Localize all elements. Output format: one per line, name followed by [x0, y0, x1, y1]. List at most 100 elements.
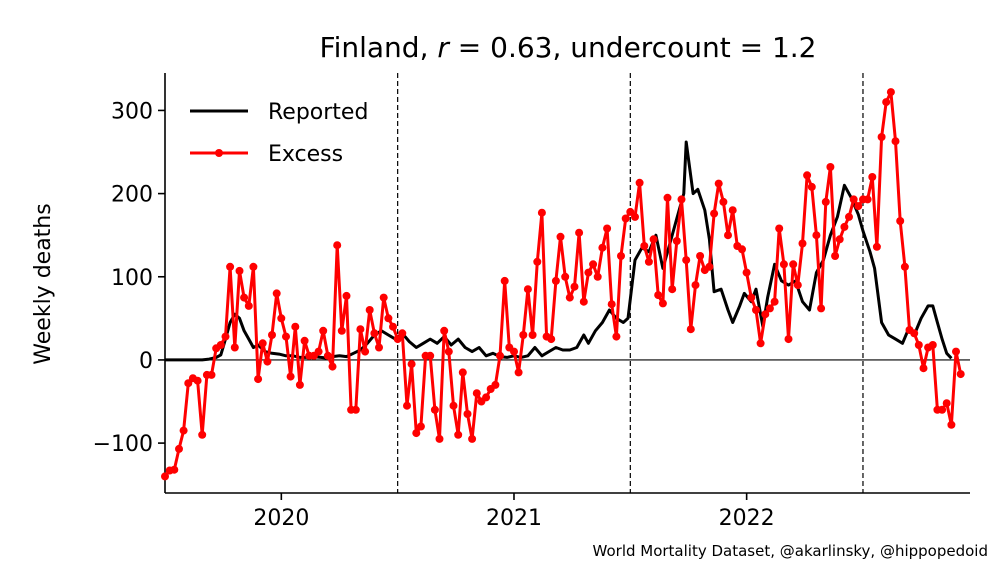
data-point-excess: [449, 401, 458, 410]
data-point-excess: [519, 331, 528, 339]
data-point-excess: [356, 325, 365, 334]
data-point-excess: [863, 195, 872, 204]
data-point-excess: [351, 405, 360, 414]
data-point-excess: [430, 405, 439, 414]
x-tick-label: 2021: [486, 506, 542, 531]
legend-label-excess: Excess: [268, 142, 343, 167]
data-point-excess: [314, 347, 323, 356]
data-point-excess: [533, 257, 542, 266]
data-point-excess: [761, 310, 770, 319]
x-tick-label: 2020: [253, 506, 309, 531]
y-tick-label: 0: [139, 349, 153, 374]
data-point-excess: [872, 242, 881, 251]
data-point-excess: [291, 322, 300, 331]
data-point-excess: [472, 389, 481, 398]
data-point-excess: [826, 163, 835, 171]
data-point-excess: [435, 434, 444, 443]
data-point-excess: [756, 339, 765, 348]
credit-text: World Mortality Dataset, @akarlinsky, @h…: [593, 542, 988, 560]
y-tick-label: 100: [111, 266, 153, 291]
data-point-excess: [323, 351, 332, 360]
data-point-excess: [677, 195, 686, 204]
data-point-excess: [240, 293, 249, 302]
data-point-excess: [193, 376, 202, 385]
data-point-excess: [719, 197, 728, 206]
data-point-excess: [956, 370, 965, 379]
legend: Reported Excess: [190, 100, 368, 167]
data-point-excess: [547, 335, 556, 344]
data-point-excess: [500, 276, 509, 285]
data-point-excess: [361, 347, 370, 356]
data-point-excess: [807, 182, 816, 191]
data-point-excess: [328, 362, 337, 371]
data-point-excess: [216, 341, 225, 349]
data-point-excess: [779, 260, 788, 269]
data-point-excess: [379, 293, 388, 302]
data-point-excess: [868, 173, 877, 181]
data-point-excess: [845, 212, 853, 221]
legend-label-reported: Reported: [268, 100, 368, 125]
data-point-excess: [896, 217, 905, 225]
data-point-excess: [393, 335, 402, 344]
chart-title: Finland, r = 0.63, undercount = 1.2: [320, 31, 817, 64]
data-point-excess: [198, 430, 207, 439]
data-point-excess: [523, 285, 532, 294]
data-point-excess: [663, 193, 672, 202]
data-point-excess: [426, 351, 435, 360]
data-point-excess: [440, 326, 449, 335]
data-point-excess: [551, 276, 560, 285]
data-point-excess: [886, 88, 895, 97]
data-point-excess: [789, 260, 798, 269]
data-point-excess: [337, 326, 346, 335]
data-point-excess: [631, 212, 639, 221]
data-point-excess: [914, 341, 923, 349]
data-point-excess: [793, 281, 802, 290]
data-point-excess: [365, 306, 374, 314]
data-point-excess: [491, 380, 500, 389]
data-point-excess: [300, 336, 309, 345]
data-point-excess: [244, 301, 253, 310]
data-point-excess: [412, 429, 421, 438]
data-point-excess: [458, 368, 467, 377]
data-point-excess: [579, 297, 588, 306]
data-point-excess: [403, 401, 411, 410]
y-tick-label: −100: [93, 432, 153, 457]
data-point-excess: [263, 357, 272, 366]
data-point-excess: [612, 332, 621, 341]
data-point-excess: [626, 207, 635, 216]
data-point-excess: [254, 375, 263, 384]
data-point-excess: [230, 343, 239, 352]
data-point-excess: [640, 242, 649, 250]
plot-area: −100 0 100 200 300 2020 2021 2022: [93, 73, 970, 531]
data-point-excess: [282, 332, 290, 341]
data-point-excess: [952, 347, 960, 356]
data-point-excess: [398, 329, 407, 338]
data-point-excess: [295, 380, 304, 389]
data-point-excess: [770, 297, 779, 306]
data-point-excess: [179, 426, 188, 435]
data-point-excess: [928, 341, 937, 349]
data-point-excess: [817, 304, 826, 313]
data-point-excess: [496, 351, 504, 360]
data-point-excess: [482, 393, 491, 402]
data-point-excess: [593, 272, 602, 281]
data-point-excess: [900, 262, 909, 271]
data-point-excess: [384, 314, 393, 323]
data-point-excess: [258, 339, 267, 348]
data-point-excess: [207, 370, 216, 379]
data-point-excess: [784, 335, 793, 344]
data-point-excess: [742, 268, 751, 277]
data-point-excess: [696, 252, 705, 260]
data-point-excess: [668, 285, 677, 294]
data-point-excess: [658, 299, 667, 308]
data-point-excess: [277, 314, 286, 323]
data-point-excess: [691, 281, 700, 290]
data-point-excess: [942, 399, 951, 408]
data-point-excess: [891, 137, 900, 146]
data-point-excess: [854, 202, 863, 211]
data-point-excess: [221, 332, 230, 341]
data-point-excess: [821, 197, 830, 206]
y-axis-label: Weekly deaths: [31, 203, 56, 364]
data-point-excess: [333, 241, 342, 250]
